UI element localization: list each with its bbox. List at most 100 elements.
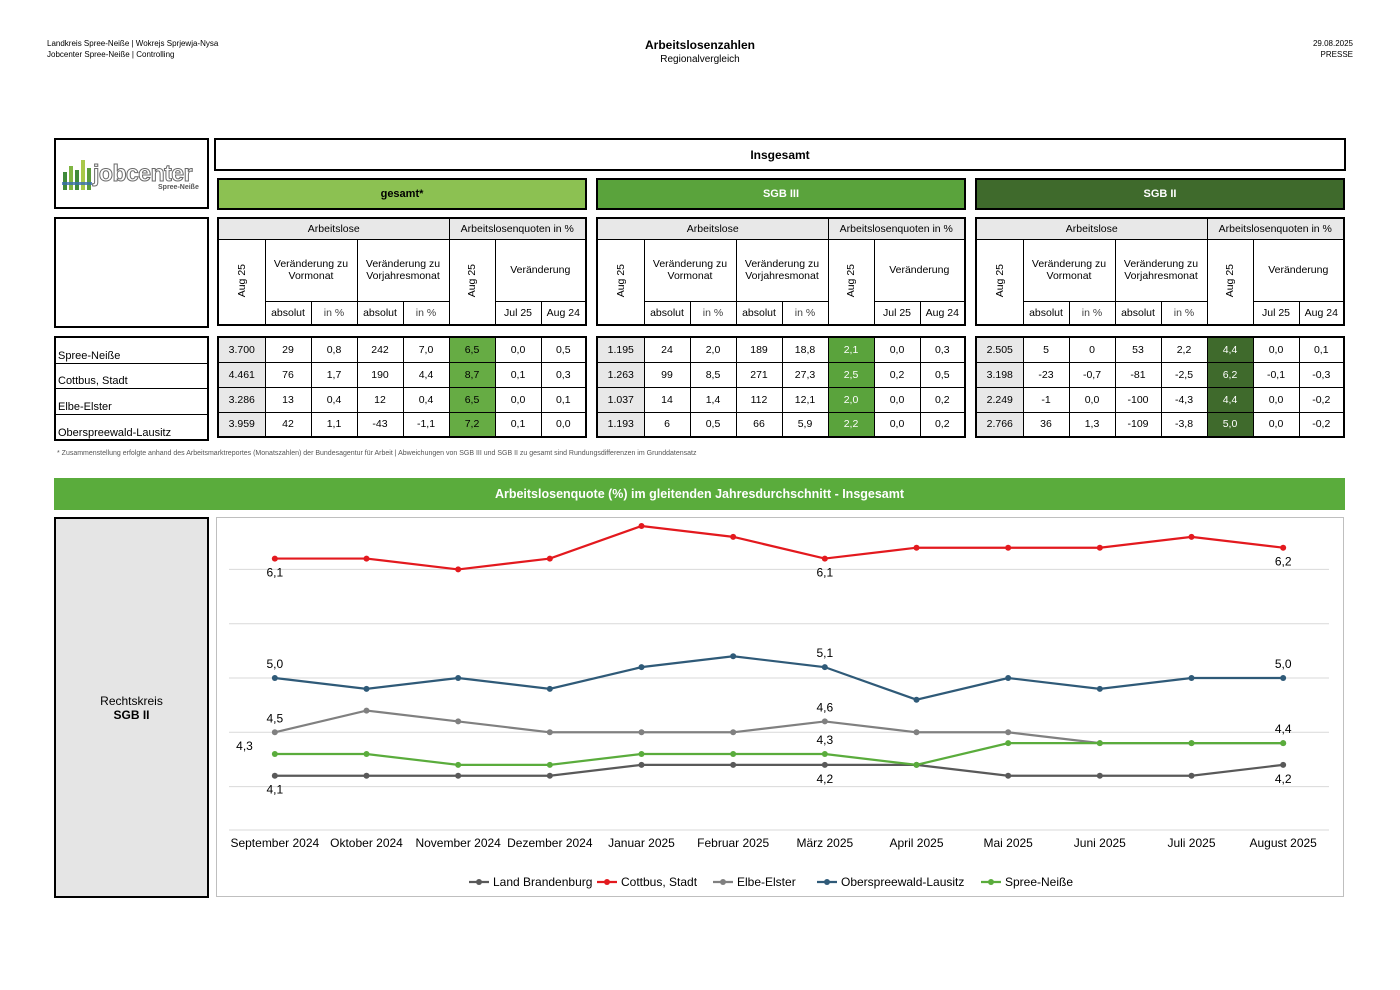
cell: 7,2 <box>448 411 496 438</box>
cell: 0,0 <box>1252 386 1300 413</box>
data-label: 4,3 <box>236 739 253 753</box>
hdr-arbeitslose: Arbeitslose <box>217 217 450 240</box>
hdr-absolut: absolut <box>356 300 404 326</box>
data-point <box>271 751 278 757</box>
data-point <box>455 761 462 768</box>
x-tick-label: April 2025 <box>889 836 943 850</box>
cell: 66 <box>735 411 783 438</box>
group-band-sgb3: SGB III <box>596 178 966 210</box>
cell: 0,0 <box>1068 386 1116 413</box>
cell: 1,7 <box>310 361 358 388</box>
cell: -109 <box>1114 411 1162 438</box>
data-point <box>1188 675 1195 681</box>
data-point <box>821 751 828 757</box>
cell: 190 <box>356 361 404 388</box>
cell: -23 <box>1022 361 1070 388</box>
hdr-quote-month: Aug 25 <box>845 263 858 297</box>
x-tick-label: Januar 2025 <box>608 836 675 850</box>
cell: 8,7 <box>448 361 496 388</box>
hdr-vormonat: Veränderung zu Vormonat <box>264 238 358 302</box>
data-point <box>271 729 278 736</box>
cell: 6 <box>643 411 691 438</box>
data-label: 4,4 <box>1275 722 1292 736</box>
hdr-veraenderung: Veränderung <box>873 238 966 302</box>
cell: 0,0 <box>494 386 542 413</box>
hdr-veraenderung: Veränderung <box>1252 238 1345 302</box>
cell: 1,1 <box>310 411 358 438</box>
data-point <box>638 751 645 757</box>
data-label: 6,2 <box>1275 555 1292 569</box>
group-band-gesamt: gesamt* <box>217 178 587 210</box>
cell: 0 <box>1068 336 1116 363</box>
x-tick-label: Mai 2025 <box>983 836 1033 850</box>
cell: 0,2 <box>873 361 921 388</box>
data-point <box>363 707 370 714</box>
data-point <box>546 772 553 779</box>
data-point <box>1188 740 1195 747</box>
cell: 6,5 <box>448 386 496 413</box>
data-point <box>1096 685 1103 692</box>
series-line <box>274 742 1284 766</box>
cell: 2,2 <box>1160 336 1208 363</box>
cell: 2,1 <box>827 336 875 363</box>
data-point <box>730 751 737 757</box>
hdr-vorjahr: Veränderung zu Vorjahresmonat <box>735 238 829 302</box>
hdr-in-pct: in % <box>781 300 829 326</box>
hdr-in-pct: in % <box>402 300 450 326</box>
data-point <box>455 772 462 779</box>
legend-marker <box>476 879 482 885</box>
series-line <box>274 524 1284 571</box>
legend-label: Cottbus, Stadt <box>621 875 698 889</box>
cell: 2.249 <box>975 386 1024 413</box>
hdr-quoten: Arbeitslosenquoten in % <box>1206 217 1345 240</box>
data-point <box>821 555 828 562</box>
hdr-arbeitslose: Arbeitslose <box>596 217 829 240</box>
row-label: Spree-Neiße <box>56 338 207 364</box>
logo-text: jobcenter <box>92 160 193 187</box>
group-band-sgb2: SGB II <box>975 178 1345 210</box>
cell: 0,2 <box>919 386 966 413</box>
cell: 0,4 <box>402 386 450 413</box>
cell: -3,8 <box>1160 411 1208 438</box>
hdr-jul25: Jul 25 <box>1252 300 1300 326</box>
hdr-in-pct: in % <box>1068 300 1116 326</box>
cell: 8,5 <box>689 361 737 388</box>
cell: 2,0 <box>827 386 875 413</box>
cell: 27,3 <box>781 361 829 388</box>
data-point <box>1005 544 1012 551</box>
row-label: Oberspreewald-Lausitz <box>58 427 172 439</box>
cell: 76 <box>264 361 312 388</box>
data-point <box>638 761 645 768</box>
data-point <box>546 555 553 562</box>
cell: 18,8 <box>781 336 829 363</box>
cell: 0,1 <box>494 411 542 438</box>
cell: 0,1 <box>494 361 542 388</box>
cell: 1,3 <box>1068 411 1116 438</box>
panel-line2: SGB II <box>113 707 150 722</box>
cell: 4,4 <box>1206 386 1254 413</box>
legend-marker <box>988 879 994 885</box>
data-point <box>1005 740 1012 747</box>
row-label: Cottbus, Stadt <box>56 364 207 389</box>
data-point <box>363 555 370 562</box>
cell: 1.263 <box>596 361 645 388</box>
cell: 0,0 <box>540 411 587 438</box>
cell: 4,4 <box>402 361 450 388</box>
data-point <box>271 772 278 779</box>
hdr-jul25: Jul 25 <box>494 300 542 326</box>
data-point <box>546 761 553 768</box>
x-tick-label: September 2024 <box>230 836 319 850</box>
data-point <box>363 772 370 779</box>
data-label: 4,5 <box>266 711 283 725</box>
x-tick-label: Dezember 2024 <box>507 836 593 850</box>
data-point <box>1096 544 1103 551</box>
hdr-in-pct: in % <box>1160 300 1208 326</box>
cell: 1.195 <box>596 336 645 363</box>
x-tick-label: August 2025 <box>1249 836 1317 850</box>
data-label: 4,2 <box>1275 772 1292 786</box>
data-point <box>821 718 828 725</box>
hdr-absolut: absolut <box>1022 300 1070 326</box>
legend-label: Elbe-Elster <box>737 875 796 889</box>
cell: 5,0 <box>1206 411 1254 438</box>
data-point <box>546 729 553 736</box>
